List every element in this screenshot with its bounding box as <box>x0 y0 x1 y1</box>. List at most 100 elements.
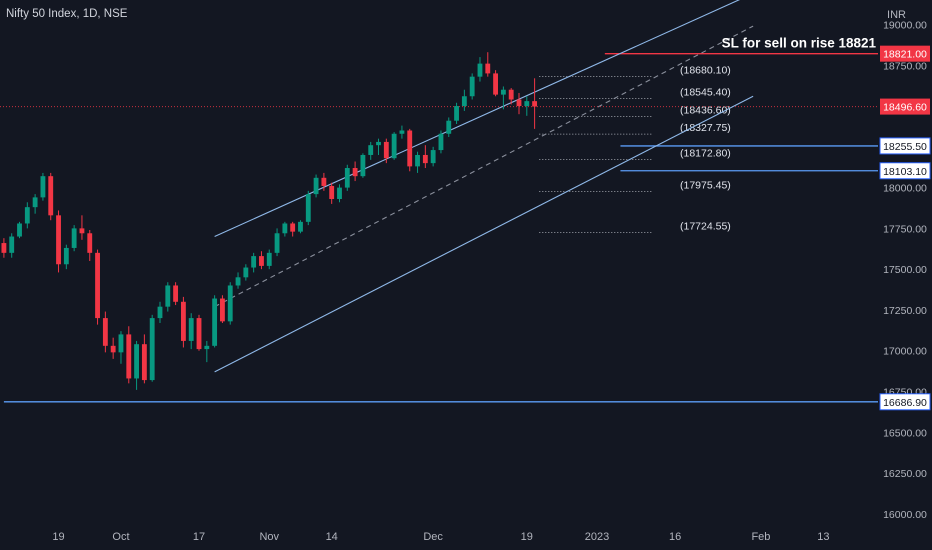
candle <box>274 233 280 253</box>
candle <box>87 233 93 253</box>
annotation-text: SL for sell on rise 18821 <box>722 35 877 50</box>
candle <box>17 223 22 237</box>
price-badge-blue: 18103.10 <box>883 166 927 178</box>
candles <box>1 52 538 390</box>
candle <box>407 130 413 167</box>
candle <box>235 277 241 286</box>
candle <box>383 141 389 159</box>
candle <box>477 63 483 77</box>
y-tick-label: 16500.00 <box>883 427 927 439</box>
price-badge-blue-bg <box>880 137 930 154</box>
currency-label: INR <box>887 9 906 21</box>
y-tick-label: 16250.00 <box>883 468 927 480</box>
candle <box>305 194 311 222</box>
candle <box>516 99 522 107</box>
candle <box>141 344 147 381</box>
x-axis: 19 Oct 17 Nov 14 Dec 19 2023 16 Feb 13 <box>52 531 829 543</box>
x-tick-label: Feb <box>751 531 770 543</box>
candle <box>376 141 381 146</box>
candle <box>79 228 85 234</box>
price-badge-blue-bg <box>880 162 930 179</box>
candle <box>227 285 233 322</box>
y-tick-label: 18750.00 <box>883 60 927 72</box>
x-tick-label: Oct <box>112 531 129 543</box>
price-badge-blue-border <box>879 393 931 411</box>
x-tick-label: 19 <box>521 531 533 543</box>
x-tick-label: 17 <box>193 531 205 543</box>
price-badge-red: 18821.00 <box>883 49 927 61</box>
candle <box>71 228 77 248</box>
x-tick-label: Dec <box>423 531 443 543</box>
y-axis: 16000.0016250.0016500.0016750.0017000.00… <box>883 19 927 520</box>
last-price-badge: 18496.60 <box>883 102 927 114</box>
candle <box>102 318 108 346</box>
level-label: (17724.55) <box>680 221 731 233</box>
candle <box>313 177 319 195</box>
candle <box>118 334 124 353</box>
candle <box>298 221 303 232</box>
x-tick-label: 2023 <box>585 531 609 543</box>
candle <box>157 306 163 319</box>
channel-line <box>214 0 741 238</box>
x-tick-label: 13 <box>817 531 829 543</box>
candle <box>329 185 335 200</box>
candle <box>173 285 179 302</box>
y-tick-label: 18000.00 <box>883 183 927 195</box>
x-tick-label: 19 <box>52 531 64 543</box>
candle <box>321 177 327 186</box>
candle <box>63 247 69 265</box>
candle <box>95 252 100 319</box>
level-label: (18172.80) <box>680 147 731 159</box>
y-tick-label: 17750.00 <box>883 223 927 235</box>
candle <box>422 154 428 164</box>
candle <box>352 168 358 177</box>
candle <box>508 89 514 100</box>
candle <box>40 176 46 198</box>
candle <box>360 154 366 177</box>
price-badge-blue-border <box>879 137 931 155</box>
candle <box>24 207 30 224</box>
candle <box>337 187 342 200</box>
candle <box>126 334 132 379</box>
candle <box>180 301 186 341</box>
candle <box>204 345 210 350</box>
candle <box>251 256 257 268</box>
candle <box>1 243 7 253</box>
level-labels: (18680.10) (18545.40) (18436.60) (18327.75)… <box>539 65 731 233</box>
candle <box>493 73 499 95</box>
candle <box>399 130 405 134</box>
candle <box>290 223 296 232</box>
level-label: (18327.75) <box>680 122 731 134</box>
candle <box>134 344 139 379</box>
candle <box>438 133 444 151</box>
x-tick-label: 14 <box>326 531 338 543</box>
candle <box>243 267 249 278</box>
candle <box>149 318 155 381</box>
channel-line <box>214 95 754 373</box>
y-tick-label: 16000.00 <box>883 509 927 521</box>
y-tick-label: 17000.00 <box>883 346 927 358</box>
candle <box>469 76 475 97</box>
candle <box>430 150 436 164</box>
x-tick-label: 16 <box>669 531 681 543</box>
candle <box>9 236 15 253</box>
candle <box>368 145 374 155</box>
price-badge-red-bg <box>880 45 930 62</box>
candle <box>446 120 452 134</box>
price-badge-blue-border <box>879 162 931 180</box>
channel-line <box>214 25 754 308</box>
candle <box>266 252 272 266</box>
price-badge-blue: 18255.50 <box>883 141 927 153</box>
candle <box>165 285 171 307</box>
candle <box>454 106 459 121</box>
level-label: (18436.60) <box>680 104 731 116</box>
y-tick-label: 19000.00 <box>883 19 927 31</box>
candle <box>48 176 54 216</box>
candle <box>532 101 538 107</box>
last-price-badge-bg <box>880 98 930 115</box>
candle <box>415 154 420 167</box>
candle <box>259 256 264 266</box>
level-label: (18545.40) <box>680 87 731 99</box>
candle <box>110 345 116 353</box>
